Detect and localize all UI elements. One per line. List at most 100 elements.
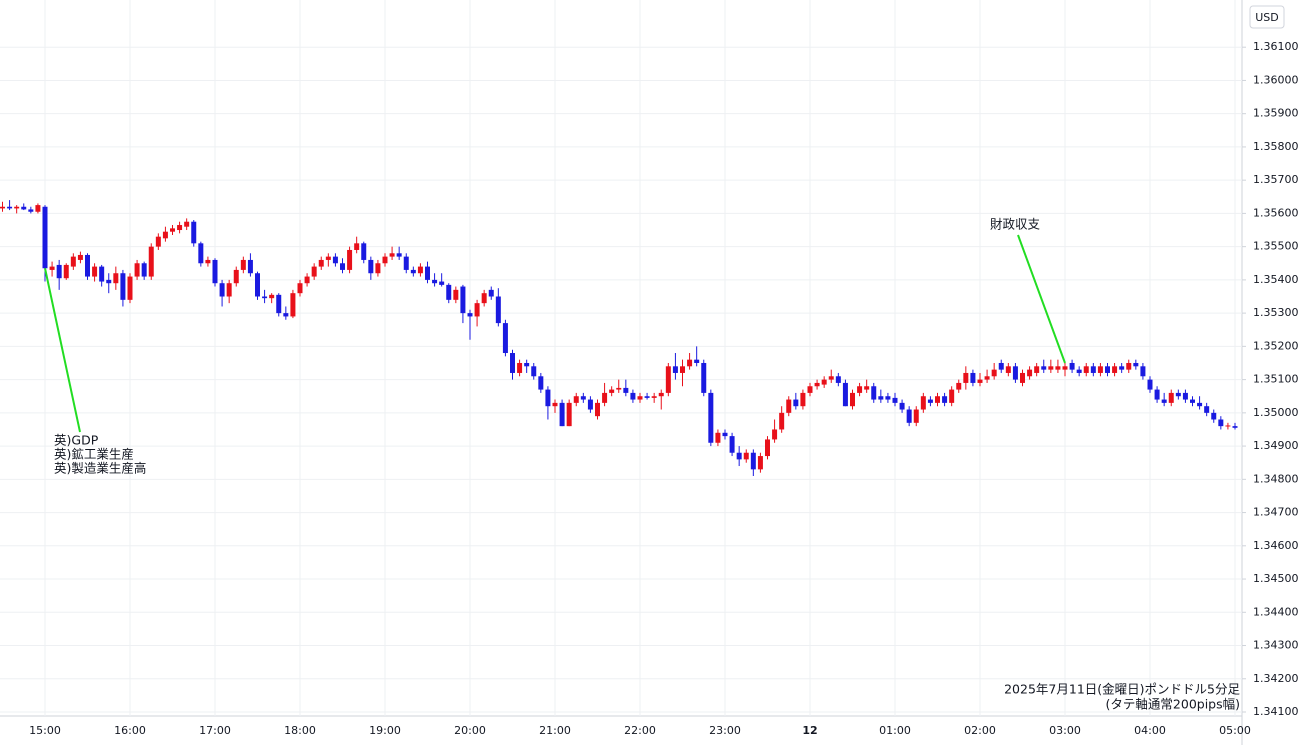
candle-body [559,402,565,427]
candle-body [814,382,820,387]
y-tick-label: 1.35800 [1253,140,1299,153]
candle-body [1048,366,1054,370]
candle-body [233,269,239,284]
candle-body [665,366,671,393]
candle-body [651,396,657,398]
candle-body [687,359,693,367]
candle-body [899,402,905,410]
candle-body [262,296,268,299]
x-tick-label: 02:00 [964,724,996,737]
candle-body [864,386,870,390]
candle-body [297,283,303,294]
candle-body [680,366,685,373]
candle-body [729,436,735,453]
candle-body [765,439,770,457]
candle-body [1005,366,1011,373]
candle-body [304,276,310,284]
candle-body [120,273,126,300]
candle-body [566,402,572,427]
candle-body [446,284,452,300]
candle-body [127,276,133,300]
candle-body [226,283,232,297]
candle-body [170,228,175,232]
candle-body [595,402,600,417]
candle-body [545,389,551,407]
candle-body [906,409,912,423]
candle-body [311,266,317,277]
candle-body [913,409,919,423]
candle-body [1168,392,1174,403]
candle-body [779,412,785,430]
candle-body [283,313,289,317]
candle-body [255,273,260,297]
y-tick-label: 1.34800 [1253,472,1299,485]
currency-box[interactable] [1249,5,1285,29]
x-tick-label: 17:00 [199,724,231,737]
annotation-text: 英)製造業生産高 [54,461,146,476]
y-tick-label: 1.34600 [1253,539,1299,552]
candle-body [630,392,636,400]
candle-body [750,452,756,470]
candle-body [205,259,211,264]
candle-body [92,266,98,277]
x-tick-label: 12 [802,724,817,737]
y-tick-label: 1.35200 [1253,339,1299,352]
candle-body [1140,366,1146,377]
annotation-leader [1017,234,1066,364]
candle-body [1126,362,1132,370]
x-tick-label: 22:00 [624,724,656,737]
candle-body [736,452,742,460]
candle-body [396,253,402,257]
candle-body [920,396,926,410]
candle-body [1097,366,1103,373]
y-tick-label: 1.35400 [1253,273,1299,286]
candle-body [949,389,955,403]
x-tick-label: 18:00 [284,724,316,737]
candle-body [524,362,530,367]
candle-body [1105,366,1110,373]
candle-body [410,269,416,274]
candle-body [1119,366,1125,370]
candle-body [191,221,197,244]
currency-label: USD [1255,11,1279,24]
y-tick-label: 1.36000 [1253,73,1299,86]
candle-body [21,206,27,210]
candle-body [998,362,1004,370]
candle-body [1076,369,1082,373]
candle-body [701,362,707,393]
candle-body [1062,366,1068,370]
candle-body [488,289,494,297]
candle-body [573,396,579,403]
candle-body [715,432,721,443]
candle-body [1147,379,1153,390]
candle-body [425,266,430,280]
candle-body [0,206,5,209]
candle-body [269,294,275,299]
candle-body [757,456,763,470]
candle-body [325,256,331,260]
candle-body [155,236,161,247]
candle-body [1182,392,1188,400]
candle-body [885,396,891,400]
candle-body [184,221,190,227]
candle-body [1012,366,1018,380]
caption: (タテ軸通常200pips幅) [1106,697,1240,712]
y-tick-label: 1.35300 [1253,306,1299,319]
candle-body [368,259,374,274]
candle-body [49,266,55,270]
candle-body [1218,419,1224,427]
candle-body [587,399,593,410]
candle-body [510,353,515,373]
candle-body [77,254,83,260]
y-tick-label: 1.35600 [1253,206,1299,219]
candle-body [935,396,940,403]
candle-body [772,429,778,440]
candle-body [623,387,629,393]
candle-body [793,399,799,407]
candle-body [1190,399,1195,403]
candle-body [1204,406,1210,413]
candle-body [113,273,119,284]
candle-body [1225,425,1231,427]
x-tick-label: 21:00 [539,724,571,737]
